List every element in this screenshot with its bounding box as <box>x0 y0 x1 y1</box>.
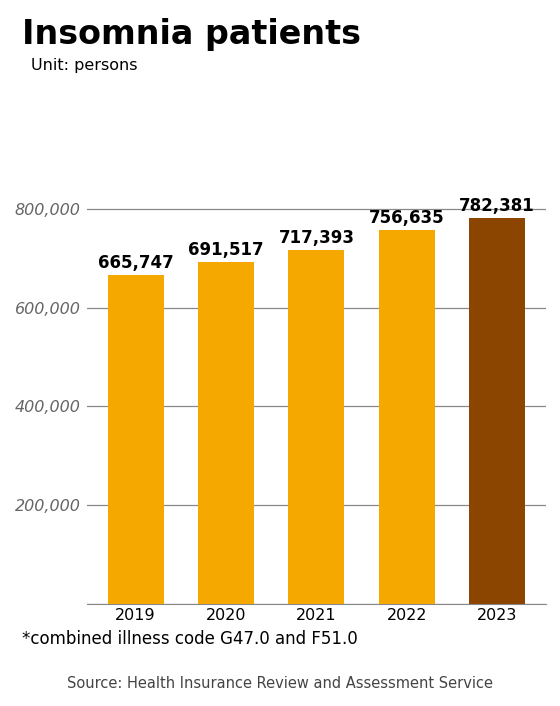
Text: 665,747: 665,747 <box>98 254 174 273</box>
Bar <box>469 217 525 604</box>
Bar <box>108 275 164 604</box>
Text: 782,381: 782,381 <box>459 197 535 215</box>
Bar <box>288 250 344 604</box>
Text: Unit: persons: Unit: persons <box>31 58 137 73</box>
Text: *combined illness code G47.0 and F51.0: *combined illness code G47.0 and F51.0 <box>22 630 358 647</box>
Text: 717,393: 717,393 <box>278 229 354 246</box>
Bar <box>379 230 435 604</box>
Text: 691,517: 691,517 <box>188 241 264 260</box>
Text: Source: Health Insurance Review and Assessment Service: Source: Health Insurance Review and Asse… <box>67 676 493 691</box>
Text: 756,635: 756,635 <box>369 210 445 227</box>
Text: Insomnia patients: Insomnia patients <box>22 18 361 51</box>
Bar <box>198 263 254 604</box>
